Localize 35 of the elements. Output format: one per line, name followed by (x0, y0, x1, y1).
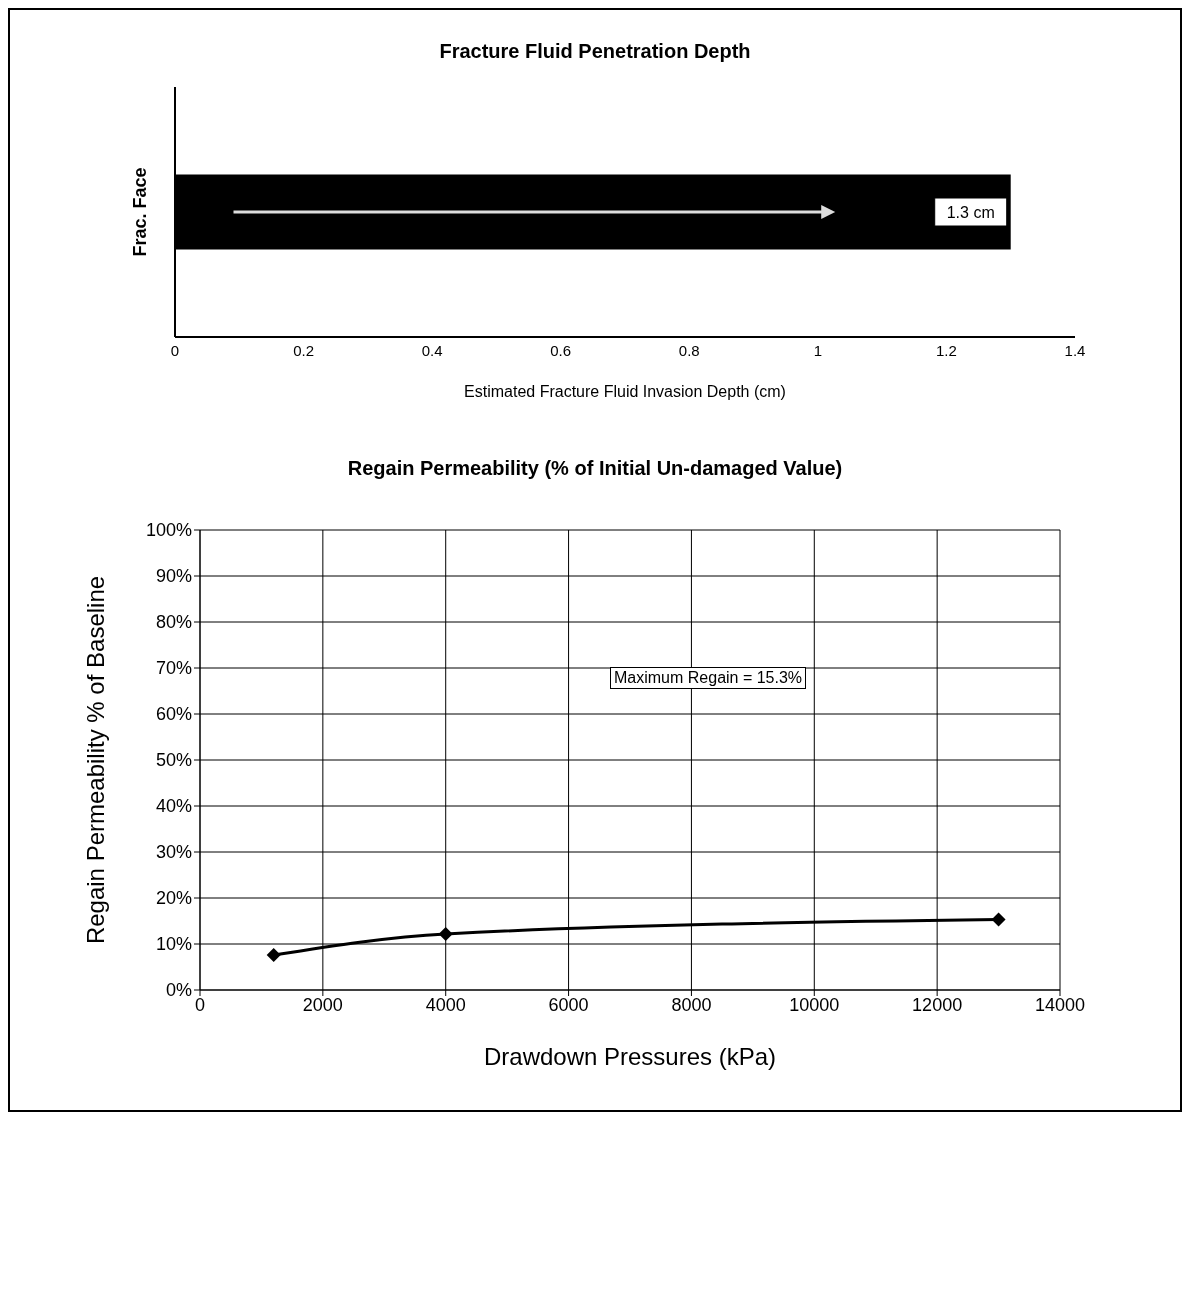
y-tick-label: 20% (155, 888, 192, 909)
y-tick-label: 30% (155, 842, 192, 863)
y-tick-label: 60% (155, 704, 192, 725)
x-tick-label: 0 (194, 994, 206, 1015)
y-tick-label: 100% (145, 520, 192, 541)
x-tick-label: 4000 (425, 994, 466, 1015)
y-tick-label: 80% (155, 612, 192, 633)
x-tick-label: 8000 (671, 994, 712, 1015)
y-axis-title: Regain Permeability % of Baseline (81, 575, 109, 945)
x-tick-label: 0.2 (293, 341, 314, 359)
x-tick-label: 0.6 (550, 341, 572, 359)
y-axis-title: Frac. Face (130, 167, 151, 257)
x-tick-label: 1.2 (936, 341, 957, 359)
annotation: Maximum Regain = 15.3% (610, 667, 807, 689)
y-tick-label: 40% (155, 796, 192, 817)
x-tick-label: 0 (170, 341, 180, 359)
x-tick-label: 12000 (912, 994, 963, 1015)
data-label: 1.3 cm (946, 204, 995, 221)
x-tick-label: 1 (813, 341, 823, 359)
y-tick-label: 90% (155, 566, 192, 587)
y-tick-label: 50% (155, 750, 192, 771)
x-tick-label: 6000 (548, 994, 589, 1015)
x-axis-title: Drawdown Pressures (kPa) (483, 1043, 777, 1070)
y-tick-label: 0% (165, 980, 192, 1001)
x-axis-title: Estimated Fracture Fluid Invasion Depth (cm) (464, 383, 786, 400)
y-tick-label: 70% (155, 658, 192, 679)
chart-title: Regain Permeability (% of Initial Un-damaged Value) (346, 457, 844, 480)
chart-title: Fracture Fluid Penetration Depth (438, 40, 752, 63)
x-tick-label: 14000 (1034, 994, 1086, 1015)
x-tick-label: 2000 (302, 994, 343, 1015)
x-tick-label: 0.8 (678, 341, 700, 359)
x-tick-label: 0.4 (421, 341, 443, 359)
x-tick-label: 10000 (789, 994, 840, 1015)
y-tick-label: 10% (155, 934, 192, 955)
x-tick-label: 1.4 (1064, 341, 1086, 359)
